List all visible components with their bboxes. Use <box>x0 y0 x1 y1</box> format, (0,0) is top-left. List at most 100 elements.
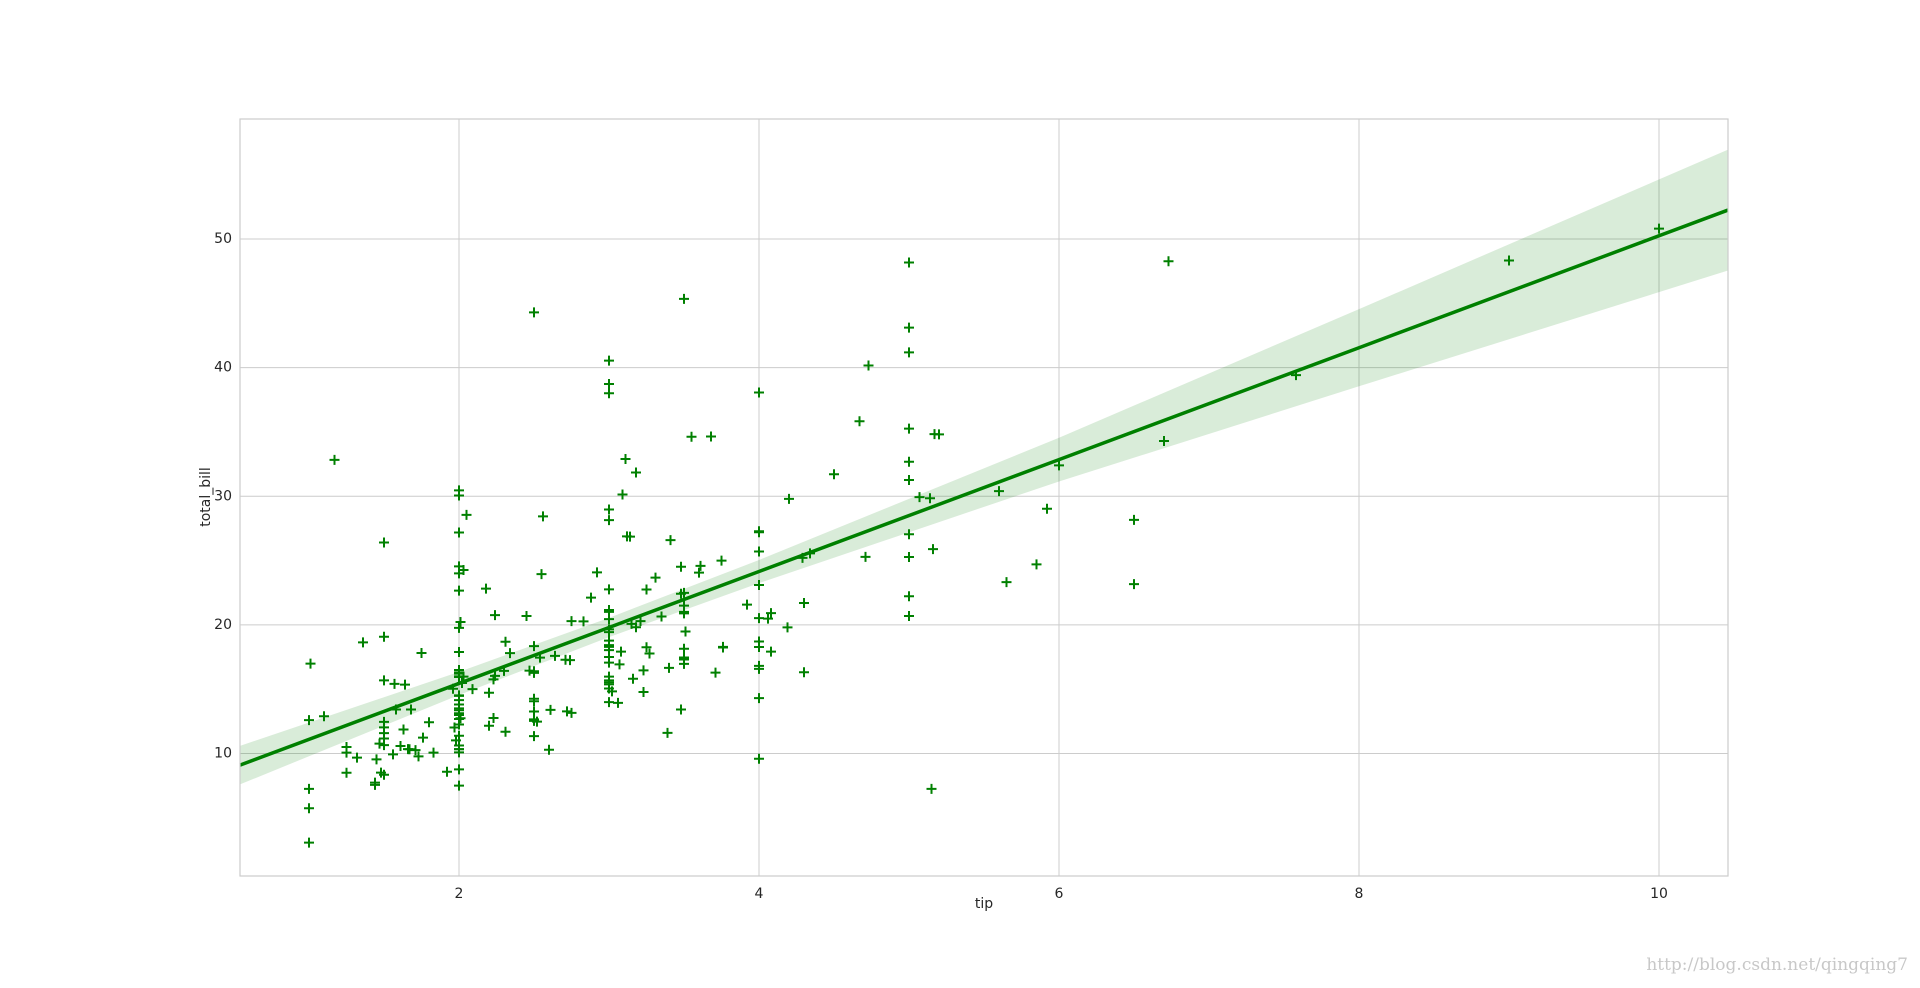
scatter-point <box>1129 514 1139 525</box>
scatter-point <box>604 651 614 662</box>
scatter-point <box>536 569 547 580</box>
scatter-point <box>799 598 809 609</box>
scatter-point <box>1042 503 1052 514</box>
scatter-point <box>904 551 914 562</box>
scatter-point <box>604 677 614 688</box>
scatter-point <box>529 667 539 678</box>
scatter-point <box>352 752 362 763</box>
scatter-point <box>631 467 641 478</box>
scatter-point <box>829 469 839 480</box>
scatter-point <box>379 716 389 727</box>
scatter-point <box>766 646 776 657</box>
x-tick-label: 2 <box>455 886 464 902</box>
scatter-point <box>604 584 614 595</box>
scatter-point <box>742 599 752 610</box>
scatter-point <box>455 616 466 627</box>
y-tick-label: 30 <box>214 488 232 504</box>
scatter-point <box>1654 223 1664 234</box>
scatter-point <box>904 322 914 333</box>
scatter-point <box>604 697 614 708</box>
y-tick-label: 20 <box>214 617 232 633</box>
scatter-point <box>416 647 427 658</box>
regression-line <box>239 208 1729 767</box>
scatter-point <box>400 679 410 690</box>
scatter-point <box>676 704 686 715</box>
scatter-point <box>860 551 871 562</box>
watermark: http://blog.csdn.net/qingqing7 <box>1646 955 1908 975</box>
scatter-point <box>395 740 406 751</box>
scatter-point <box>994 486 1004 497</box>
y-tick-label: 10 <box>214 746 232 762</box>
scatter-point <box>784 493 794 504</box>
scatter-point <box>904 347 914 358</box>
scatter-point <box>454 747 464 758</box>
scatter-point <box>319 711 329 722</box>
scatter-point <box>665 535 676 546</box>
scatter-point <box>467 684 478 695</box>
scatter-point <box>565 655 575 666</box>
scatter-point <box>782 622 793 633</box>
scatter-point <box>638 665 649 676</box>
scatter-point <box>1001 577 1012 588</box>
scatter-point <box>379 537 389 548</box>
scatter-point <box>754 387 764 398</box>
scatter-point <box>1129 579 1139 590</box>
scatter-point <box>371 754 382 765</box>
scatter-point <box>695 560 706 571</box>
scatter-point <box>454 709 464 720</box>
scatter-point <box>616 646 626 657</box>
scatter-point <box>929 429 940 440</box>
scatter-point <box>566 616 577 627</box>
scatter-point <box>592 567 602 578</box>
scatter-point <box>413 751 424 762</box>
scatter-point <box>679 643 689 654</box>
scatter-point <box>454 585 464 596</box>
scatter-point <box>914 492 925 503</box>
scatter-point <box>304 715 314 726</box>
scatter-point <box>754 580 764 591</box>
scatter-point <box>490 610 500 621</box>
scatter-point <box>718 642 728 653</box>
x-tick-label: 10 <box>1650 886 1668 902</box>
scatter-point <box>454 690 464 701</box>
scatter-point <box>925 493 935 504</box>
scatter-point <box>1054 460 1064 471</box>
scatter-point <box>928 544 938 555</box>
scatter-point <box>644 648 655 659</box>
y-axis-label: total_bill <box>198 467 214 527</box>
scatter-point <box>625 531 635 542</box>
scatter-point <box>710 667 721 678</box>
scatter-point <box>329 454 340 465</box>
scatter-point <box>604 504 614 515</box>
scatter-point <box>763 613 773 624</box>
scatter-point <box>550 650 560 661</box>
plot-frame <box>239 118 1729 877</box>
scatter-point <box>904 474 914 485</box>
scatter-point <box>613 697 623 708</box>
x-tick-label: 8 <box>1355 886 1364 902</box>
scatter-point <box>454 568 464 579</box>
scatter-point <box>304 783 314 794</box>
x-axis-label: tip <box>975 896 993 912</box>
scatter-point <box>754 753 764 764</box>
scatter-point <box>676 588 686 599</box>
scatter-point <box>904 529 914 540</box>
scatter-point <box>854 416 865 427</box>
scatter-point <box>379 675 389 686</box>
scatter-point <box>566 707 577 718</box>
scatter-point <box>904 456 914 467</box>
scatter-point <box>679 652 689 663</box>
y-tick-label: 40 <box>214 360 232 376</box>
scatter-point <box>454 780 464 791</box>
scatter-point <box>490 670 500 681</box>
scatter-point <box>766 608 776 619</box>
scatter-point <box>341 747 352 758</box>
scatter-point <box>926 783 937 794</box>
scatter-point <box>754 693 764 704</box>
scatter-point <box>379 631 389 642</box>
scatter-point <box>424 717 434 728</box>
scatter-point <box>304 803 314 814</box>
scatter-point <box>641 642 652 653</box>
scatter-point <box>904 257 914 268</box>
